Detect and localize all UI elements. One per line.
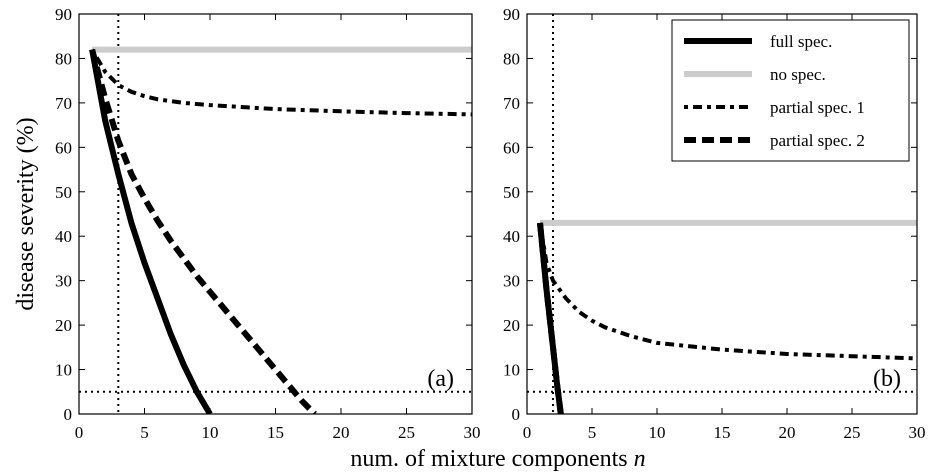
ticks-b: 0 5 10 15 20 25 30 0 10 20 30 40 50 60 70 80 90 [503,5,926,442]
x-tick-label: 25 [844,423,861,442]
y-tick-label: 60 [55,138,72,157]
y-axis-label: disease severity (%) [13,117,39,310]
panel-label-b: (b) [873,366,901,392]
x-tick-label: 5 [588,423,597,442]
y-tick-label: 90 [503,5,520,24]
y-tick-label: 20 [55,316,72,335]
x-tick-label: 0 [523,423,532,442]
x-tick-label: 20 [333,423,350,442]
x-tick-label: 0 [75,423,84,442]
series-line-p2 [89,48,317,414]
y-tick-label: 0 [64,405,73,424]
x-tick-label: 10 [202,423,219,442]
x-axis-label-text: num. of mixture components [350,446,627,472]
y-tick-label: 40 [503,227,520,246]
series-line-p1 [90,48,472,117]
panel-a: 0 5 10 15 20 25 30 0 10 20 30 40 50 60 70 80 90 (a) [55,5,481,442]
x-tick-label: 25 [398,423,415,442]
x-tick-label: 20 [779,423,796,442]
legend: full spec. no spec. partial spec. 1 part… [671,19,910,162]
y-tick-label: 20 [503,316,520,335]
series-line-full [537,222,564,414]
plot-area-b [527,14,917,414]
legend-label-p1: partial spec. 1 [770,98,865,117]
panel-b: 0 5 10 15 20 25 30 0 10 20 30 40 50 60 70 80 90 (b) full… [503,5,926,442]
series-line-p1 [538,222,917,361]
x-axis-label-var: n [634,446,646,472]
panel-label-a: (a) [427,366,454,392]
ticks-a: 0 5 10 15 20 25 30 0 10 20 30 40 50 60 70 80 90 [55,5,481,442]
series-line-full [89,49,213,414]
x-axis-label: num. of mixture components n [350,446,645,472]
x-tick-label: 30 [464,423,481,442]
y-tick-label: 30 [503,272,520,291]
y-tick-label: 60 [503,138,520,157]
series-group-a [79,14,472,414]
y-tick-label: 50 [55,183,72,202]
y-tick-label: 80 [55,49,72,68]
legend-label-p2: partial spec. 2 [770,131,865,150]
x-tick-label: 15 [714,423,731,442]
legend-label-none: no spec. [770,65,826,84]
x-tick-label: 30 [909,423,926,442]
x-tick-label: 10 [649,423,666,442]
plot-area-a [79,14,472,414]
y-tick-label: 70 [503,94,520,113]
y-tick-label: 0 [512,405,521,424]
y-tick-label: 10 [503,361,520,380]
x-tick-label: 5 [140,423,149,442]
axes-frame-a [78,13,473,415]
y-tick-label: 80 [503,49,520,68]
y-tick-label: 50 [503,183,520,202]
y-tick-label: 30 [55,272,72,291]
y-tick-label: 10 [55,361,72,380]
x-tick-label: 15 [267,423,284,442]
legend-label-full: full spec. [770,32,832,51]
series-group-b [527,14,917,414]
y-tick-label: 90 [55,5,72,24]
y-tick-label: 40 [55,227,72,246]
y-tick-label: 70 [55,94,72,113]
